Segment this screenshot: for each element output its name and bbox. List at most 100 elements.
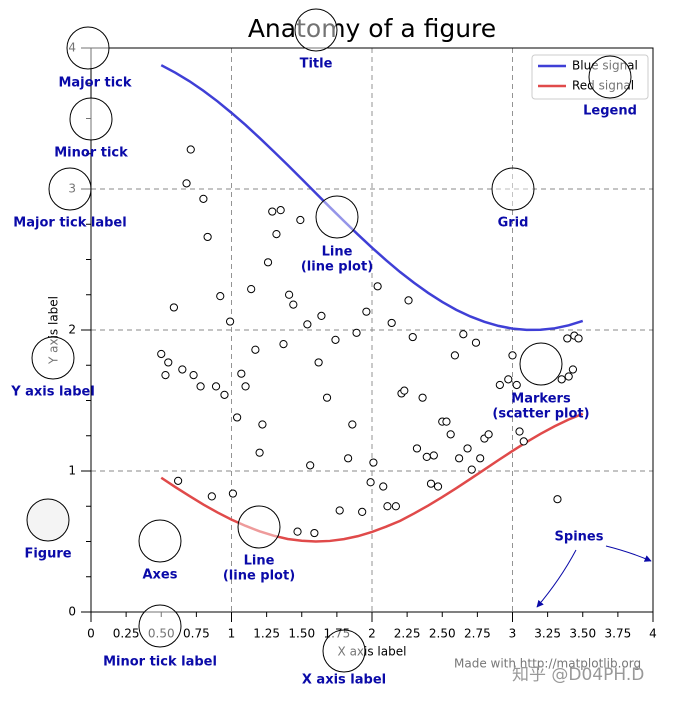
x-tick-label: 1 (228, 627, 236, 641)
annotation-circle (237, 505, 281, 549)
line (160, 64, 584, 332)
marker (379, 482, 388, 491)
annotation-circle (138, 604, 182, 648)
ticks: 0 1 2 3 40.25 0.50 0.75 1.25 1.50 1.75 2.25 2.50 2.7… (68, 41, 656, 641)
marker (225, 317, 235, 326)
marker (216, 292, 225, 301)
annotation: Grid (498, 216, 529, 231)
marker (247, 285, 256, 294)
marker (433, 482, 443, 491)
marker (515, 427, 524, 436)
marker (233, 413, 242, 422)
marker (251, 345, 260, 354)
marker (426, 479, 436, 488)
marker (186, 145, 195, 154)
x-minor-tick-label: 1.50 (288, 627, 315, 641)
x-tick-label: 3 (509, 627, 517, 641)
marker (161, 371, 170, 380)
annotation: (line plot) (223, 569, 295, 584)
watermark: 知乎 @D04PH.D (512, 665, 644, 685)
marker (366, 478, 375, 487)
annotation: Line (322, 245, 353, 260)
marker (241, 382, 250, 391)
marker (331, 335, 340, 344)
marker (293, 527, 302, 536)
marker (237, 369, 246, 378)
y-tick-label: 0 (68, 605, 76, 619)
annotations: Major tick Minor tick Major tick label Y ax… (10, 8, 637, 688)
marker (289, 300, 298, 309)
y-tick-label: 1 (68, 464, 76, 478)
marker (268, 207, 277, 216)
x-minor-tick-label: 2.50 (429, 627, 456, 641)
marker (276, 206, 285, 215)
marker (322, 393, 332, 402)
marker (504, 375, 513, 384)
marker (512, 380, 521, 390)
marker (203, 232, 212, 242)
marker (303, 320, 312, 329)
marker (455, 454, 464, 463)
y-tick-label: 4 (68, 41, 76, 55)
marker (306, 461, 315, 470)
marker (272, 230, 281, 239)
annotation: (line plot) (301, 260, 373, 275)
marker (199, 194, 208, 203)
marker (553, 495, 562, 504)
marker (408, 332, 417, 342)
x-minor-tick-label: 2.25 (394, 627, 421, 641)
annotation: Major tick label (13, 216, 126, 231)
x-minor-tick-label: 0.75 (183, 627, 210, 641)
marker (459, 330, 468, 339)
annotation: X axis label (302, 673, 386, 688)
marker (450, 351, 459, 360)
marker (348, 420, 357, 429)
marker (317, 311, 326, 320)
marker (422, 452, 431, 461)
annotation: Minor tick label (103, 655, 217, 670)
annotation-circle (294, 8, 338, 52)
annotation: Minor tick (54, 146, 128, 161)
annotation-circle (138, 519, 182, 563)
marker (178, 365, 187, 374)
annotation-circle (48, 167, 92, 211)
annotation: Markers (511, 392, 571, 407)
x-tick-label: 2 (368, 627, 376, 641)
marker (263, 258, 273, 267)
x-minor-tick-label: 2.75 (464, 627, 491, 641)
annotation: Spines (555, 530, 604, 545)
marker (279, 340, 288, 349)
marker (463, 444, 472, 453)
x-minor-tick-label: 3.75 (605, 627, 632, 641)
legend-label: Red signal (572, 79, 634, 93)
marker (412, 444, 422, 453)
marker (314, 358, 323, 367)
marker (169, 303, 178, 312)
annotation-circle (26, 498, 70, 542)
marker (207, 492, 216, 501)
marker (189, 371, 198, 380)
y-tick-label: 3 (68, 182, 76, 196)
chart-title: Anatomy of a figure (248, 14, 496, 43)
annotation-circle (322, 629, 366, 673)
marker (568, 365, 578, 374)
x-tick-label: 0 (87, 627, 95, 641)
marker (404, 296, 413, 305)
marker (285, 290, 294, 299)
annotation-circle (31, 336, 75, 380)
y-tick-label: 2 (68, 323, 76, 337)
x-minor-tick-label: 3.50 (569, 627, 596, 641)
marker (564, 372, 573, 381)
marker (467, 465, 476, 474)
marker (446, 430, 455, 439)
marker (373, 282, 382, 291)
marker (557, 375, 566, 384)
spine-arrow (605, 545, 652, 562)
credit: Made with http://matplotlib.org (454, 657, 641, 671)
legend: Blue signal Red signal (531, 54, 649, 100)
marker (495, 380, 504, 390)
marker (164, 358, 173, 367)
annotation-circle (491, 167, 535, 211)
marker (563, 334, 572, 343)
